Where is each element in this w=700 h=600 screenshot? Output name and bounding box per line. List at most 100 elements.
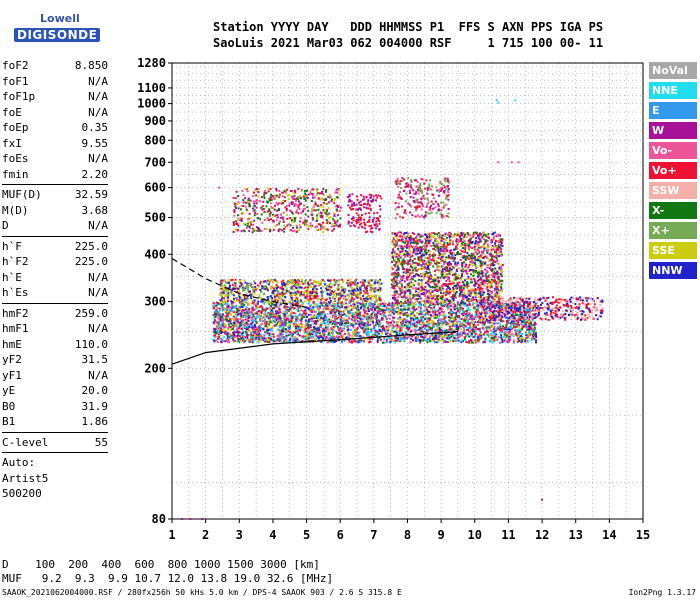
echo-point — [287, 315, 290, 317]
echo-point — [503, 326, 506, 329]
echo-point — [441, 234, 444, 237]
echo-point — [473, 307, 476, 310]
echo-point — [339, 318, 342, 321]
echo-point — [445, 334, 448, 337]
echo-point — [281, 333, 284, 336]
echo-point — [482, 333, 485, 336]
echo-point — [423, 268, 426, 270]
echo-point — [283, 340, 285, 343]
echo-point — [474, 269, 477, 272]
echo-point — [438, 318, 440, 321]
echo-point — [501, 253, 504, 256]
echo-point — [235, 287, 238, 290]
echo-point — [533, 323, 536, 326]
echo-point — [240, 315, 243, 318]
echo-point — [240, 337, 243, 340]
echo-point — [238, 338, 241, 340]
echo-point — [487, 306, 490, 309]
param-value: N/A — [88, 270, 108, 284]
echo-point — [284, 285, 287, 288]
echo-point — [472, 304, 475, 307]
echo-point — [292, 330, 295, 333]
echo-point — [508, 332, 511, 335]
echo-point — [372, 333, 375, 336]
echo-point — [356, 328, 359, 331]
echo-point — [331, 340, 334, 343]
echo-point — [528, 313, 531, 316]
echo-point — [268, 280, 271, 283]
echo-point — [370, 335, 373, 338]
echo-point — [284, 319, 287, 322]
echo-point — [508, 305, 511, 308]
echo-point — [501, 245, 504, 248]
echo-point — [385, 341, 388, 344]
echo-point — [389, 337, 392, 340]
echo-point — [395, 335, 397, 338]
echo-point — [411, 307, 414, 310]
echo-point — [323, 307, 326, 310]
echo-point — [221, 309, 224, 311]
echo-point — [458, 335, 461, 338]
echo-point — [406, 314, 409, 317]
echo-point — [292, 312, 295, 314]
echo-point — [528, 311, 530, 314]
echo-point — [363, 312, 366, 315]
echo-point — [367, 334, 370, 337]
echo-point — [416, 338, 418, 341]
echo-point — [398, 311, 400, 314]
echo-point — [307, 281, 309, 284]
echo-point — [302, 312, 305, 315]
echo-point — [252, 338, 255, 341]
echo-point — [283, 316, 286, 319]
echo-point — [398, 261, 401, 264]
echo-point — [466, 251, 469, 254]
param-name: hmF2 — [2, 306, 29, 320]
echo-point — [307, 320, 310, 323]
echo-point — [251, 307, 254, 310]
echo-point — [480, 276, 483, 279]
echo-point — [305, 298, 308, 301]
param-divider — [2, 235, 108, 237]
y-tick-label: 1000 — [137, 97, 166, 111]
echo-point — [489, 281, 492, 284]
echo-point — [381, 332, 384, 335]
echo-point — [466, 235, 468, 238]
echo-point — [483, 299, 486, 302]
echo-point — [423, 324, 426, 327]
echo-point — [251, 286, 254, 289]
echo-point — [240, 320, 243, 323]
echo-point — [422, 315, 425, 318]
echo-point — [443, 315, 446, 318]
echo-point — [457, 320, 460, 323]
echo-point — [447, 334, 450, 337]
echo-point — [212, 304, 215, 307]
echo-point — [228, 318, 231, 321]
echo-point — [228, 308, 231, 311]
echo-point — [392, 302, 395, 305]
echo-point — [224, 323, 227, 326]
echo-point — [441, 314, 444, 317]
echo-point — [366, 338, 369, 341]
echo-point — [418, 334, 421, 337]
echo-point — [437, 341, 440, 344]
echo-point — [332, 341, 335, 344]
echo-point — [441, 318, 444, 321]
echo-point — [389, 332, 392, 335]
echo-point — [406, 320, 409, 323]
echo-point — [358, 315, 360, 318]
echo-point — [399, 316, 402, 319]
echo-point — [355, 318, 358, 320]
echo-point — [366, 292, 369, 295]
echo-point — [295, 305, 298, 308]
echo-point — [382, 317, 384, 320]
echo-point — [232, 332, 235, 335]
echo-point — [481, 293, 484, 296]
echo-point — [407, 303, 410, 306]
echo-point — [508, 340, 510, 343]
echo-point — [455, 328, 458, 330]
echo-point — [268, 314, 271, 317]
echo-point — [338, 279, 341, 282]
echo-point — [392, 326, 395, 329]
echo-point — [231, 307, 234, 310]
echo-point — [373, 294, 375, 297]
